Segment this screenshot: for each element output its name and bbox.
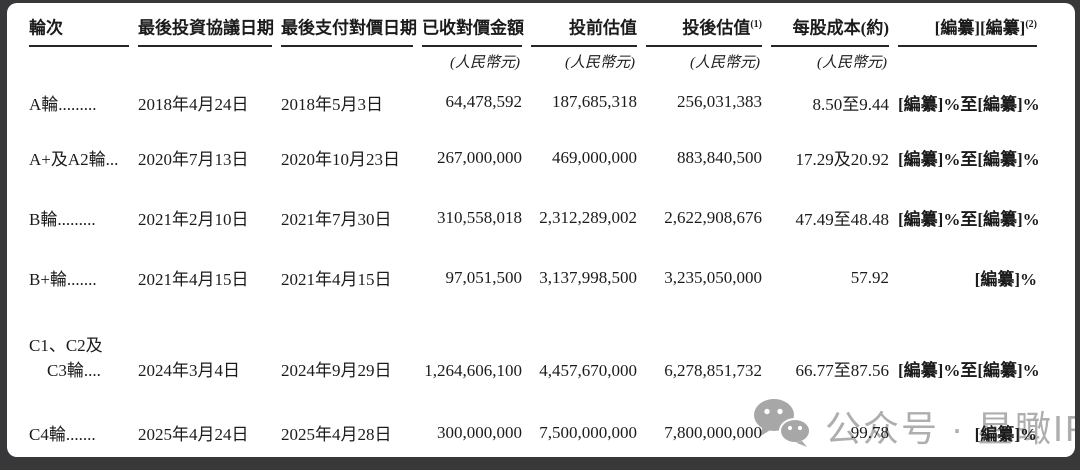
table-row: B+輪....... 2021年4月15日 2021年4月15日 97,051,… xyxy=(29,248,1037,308)
cost-per-share-cell: 8.50至9.44 xyxy=(812,94,890,114)
cost-per-share-cell: 47.49至48.48 xyxy=(795,210,890,230)
consideration-cell: 267,000,000 xyxy=(437,147,522,167)
table-row: B輪......... 2021年2月10日 2021年7月30日 310,55… xyxy=(29,188,1040,248)
unit-cost-per-share: (人民幣元) xyxy=(817,55,887,72)
pre-money-cell: 187,685,318 xyxy=(552,92,637,112)
consideration-cell: 97,051,500 xyxy=(445,267,523,287)
consideration-cell: 64,478,592 xyxy=(445,92,523,112)
round-cell: B+輪....... xyxy=(29,270,97,290)
round-cell: C4輪....... xyxy=(29,425,96,445)
redacted-cell: [編纂]%至[編纂]% xyxy=(898,150,1040,170)
post-money-cell: 3,235,050,000 xyxy=(664,267,762,287)
agreement-date-cell: 2025年4月24日 xyxy=(138,425,249,445)
table-header-row: 輪次 最後投資協議日期 最後支付對價日期 已收對價金額 投前估值 投後估值(1)… xyxy=(29,3,1037,47)
col-header-consideration: 已收對價金額 xyxy=(422,15,524,47)
redacted-cell: [編纂]%至[編纂]% xyxy=(898,210,1040,230)
cost-per-share-cell: 57.92 xyxy=(850,267,889,287)
cost-per-share-cell: 17.29及20.92 xyxy=(795,150,890,170)
unit-consideration: (人民幣元) xyxy=(450,55,520,72)
consideration-cell: 1,264,606,100 xyxy=(424,360,522,380)
col-header-pre-money: 投前估值 xyxy=(531,15,637,47)
table-row: A輪......... 2018年4月24日 2018年5月3日 64,478,… xyxy=(29,77,1040,128)
round-line2: C3輪.... xyxy=(47,360,101,380)
table-row: C4輪....... 2025年4月24日 2025年4月28日 300,000… xyxy=(29,385,1037,457)
round-cell: B輪......... xyxy=(29,210,96,230)
payment-date-cell: 2024年9月29日 xyxy=(281,360,392,380)
col-header-post-money: 投後估值(1) xyxy=(646,15,762,47)
agreement-date-cell: 2018年4月24日 xyxy=(138,94,249,114)
unit-post-money: (人民幣元) xyxy=(690,55,760,72)
table-unit-row: (人民幣元) (人民幣元) (人民幣元) (人民幣元) xyxy=(29,47,1037,77)
pre-money-cell: 2,312,289,002 xyxy=(539,207,637,227)
agreement-date-cell: 2021年2月10日 xyxy=(138,210,249,230)
table-row: A+及A2輪... 2020年7月13日 2020年10月23日 267,000… xyxy=(29,128,1040,188)
agreement-date-cell: 2020年7月13日 xyxy=(138,150,249,170)
round-line1: C1、C2及 xyxy=(29,335,103,355)
pre-money-cell: 4,457,670,000 xyxy=(539,360,637,380)
table-row: C1、C2及 C3輪.... 2024年3月4日 2024年9月29日 1,26… xyxy=(29,308,1040,385)
col-header-cost-per-share: 每股成本(約) xyxy=(771,15,889,47)
cost-per-share-cell: 99.78 xyxy=(850,422,889,442)
col-header-round: 輪次 xyxy=(29,15,129,47)
payment-date-cell: 2018年5月3日 xyxy=(281,94,383,114)
payment-date-cell: 2025年4月28日 xyxy=(281,425,392,445)
consideration-cell: 310,558,018 xyxy=(437,207,522,227)
payment-date-cell: 2021年4月15日 xyxy=(281,270,392,290)
round-cell: A+及A2輪... xyxy=(29,150,119,170)
redacted-cell: [編纂]% xyxy=(974,425,1037,445)
redacted-cell: [編纂]%至[編纂]% xyxy=(898,360,1040,380)
post-money-cell: 6,278,851,732 xyxy=(664,360,762,380)
financing-rounds-table: 輪次 最後投資協議日期 最後支付對價日期 已收對價金額 投前估值 投後估值(1)… xyxy=(7,3,1075,457)
document-page: 公众号 · 星瞰IPO 輪次 最後投資協議日期 最後支付對價日期 已收對價金額 … xyxy=(7,3,1075,457)
round-cell: C1、C2及 C3輪.... xyxy=(29,331,129,381)
col-header-redacted: [編纂][編纂](2) xyxy=(898,15,1037,47)
post-money-cell: 7,800,000,000 xyxy=(664,422,762,442)
post-money-cell: 883,840,500 xyxy=(677,147,762,167)
pre-money-cell: 7,500,000,000 xyxy=(539,422,637,442)
redacted-cell: [編纂]%至[編纂]% xyxy=(898,94,1040,114)
post-money-cell: 2,622,908,676 xyxy=(664,207,762,227)
unit-pre-money: (人民幣元) xyxy=(565,55,635,72)
agreement-date-cell: 2021年4月15日 xyxy=(138,270,249,290)
post-money-cell: 256,031,383 xyxy=(677,92,762,112)
round-cell: A輪......... xyxy=(29,94,97,114)
col-header-agreement-date: 最後投資協議日期 xyxy=(138,15,274,47)
payment-date-cell: 2021年7月30日 xyxy=(281,210,392,230)
pre-money-cell: 3,137,998,500 xyxy=(539,267,637,287)
cost-per-share-cell: 66.77至87.56 xyxy=(795,360,890,380)
consideration-cell: 300,000,000 xyxy=(437,422,522,442)
pre-money-cell: 469,000,000 xyxy=(552,147,637,167)
payment-date-cell: 2020年10月23日 xyxy=(281,150,400,170)
col-header-payment-date: 最後支付對價日期 xyxy=(281,15,417,47)
agreement-date-cell: 2024年3月4日 xyxy=(138,360,240,380)
redacted-cell: [編纂]% xyxy=(974,270,1037,290)
